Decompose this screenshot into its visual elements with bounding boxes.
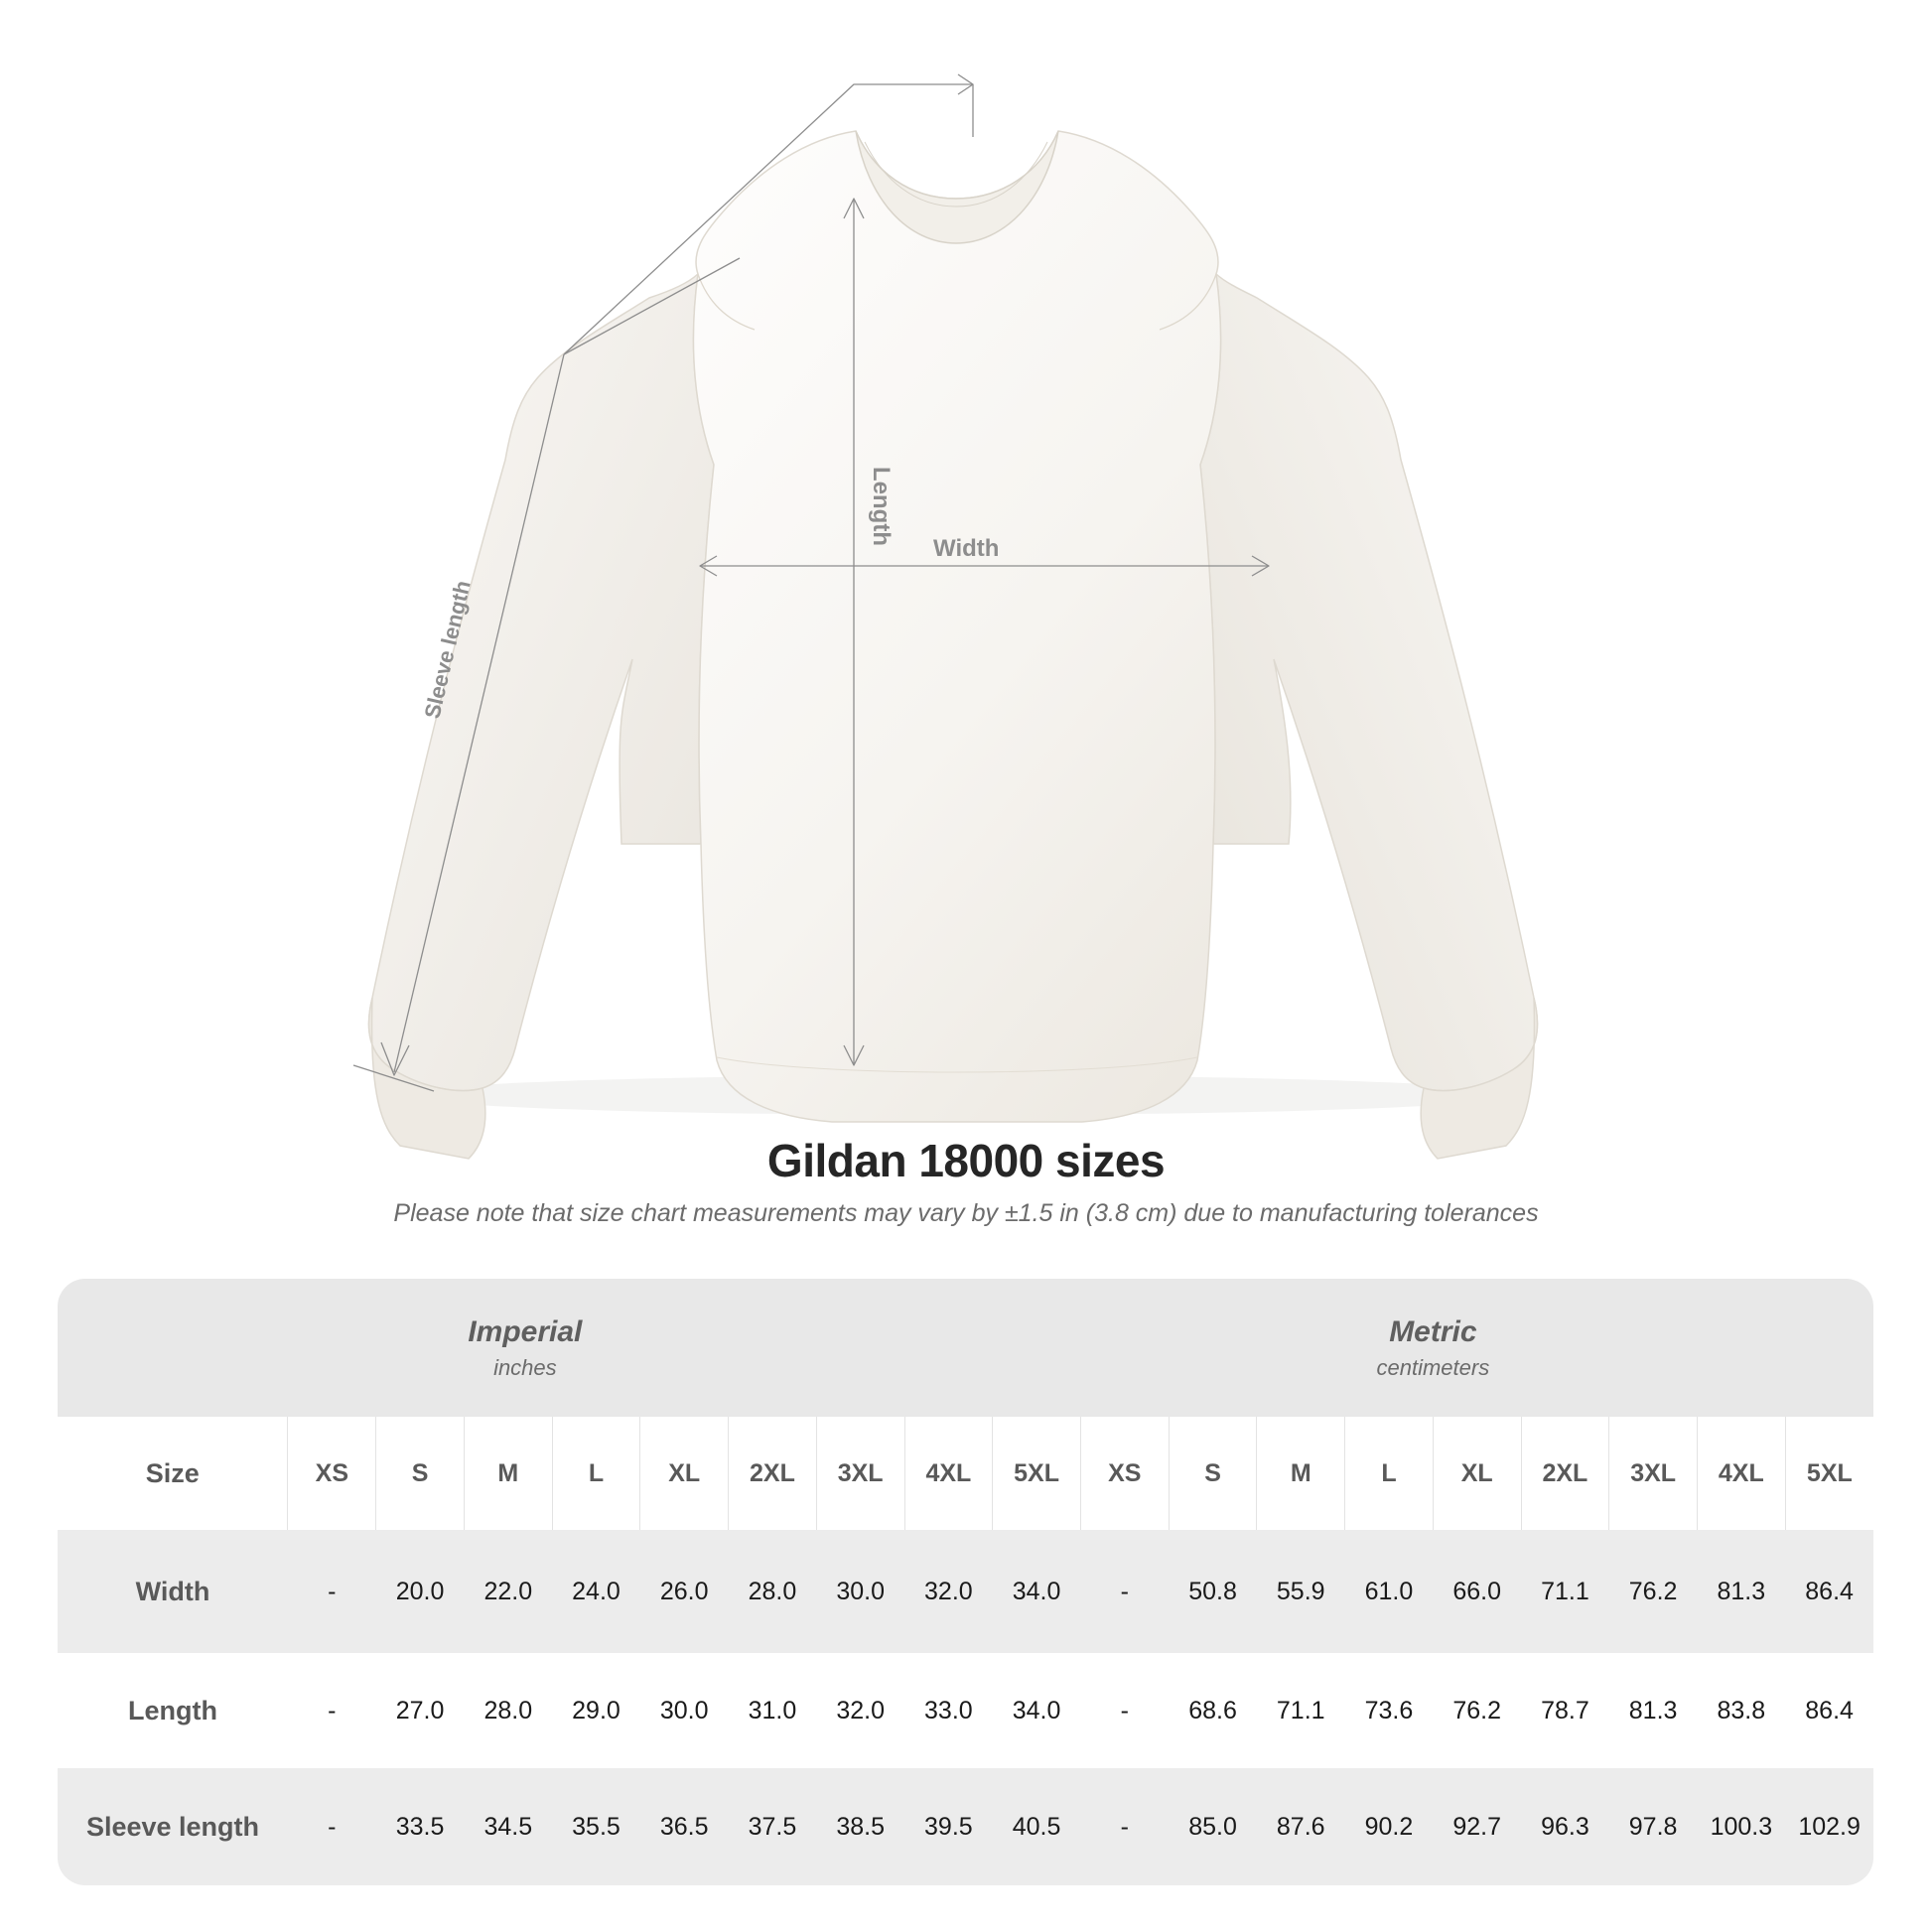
svg-text:Length: Length — [868, 467, 895, 546]
svg-text:Width: Width — [933, 535, 999, 562]
